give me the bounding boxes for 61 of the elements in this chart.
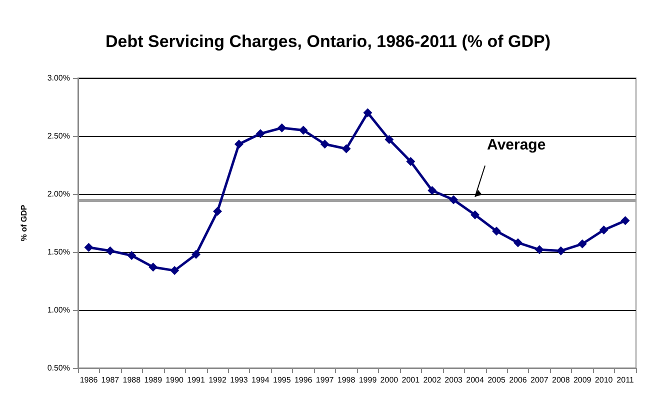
chart-title: Debt Servicing Charges, Ontario, 1986-2011 (% of GDP) [106,32,550,51]
point [449,195,458,204]
point [534,245,544,254]
x-tick-label: 2002 [423,376,442,384]
point [192,250,201,259]
point [148,262,158,272]
point [470,210,480,220]
point [384,134,394,144]
y-tick-label: 1.50% [47,248,70,256]
x-tick-label: 2009 [573,376,592,384]
x-tick-label: 2005 [488,376,506,384]
x-tick-label: 2006 [509,376,528,384]
point [513,238,522,248]
point [127,250,136,260]
x-tick-label: 2011 [616,376,634,384]
point [234,140,244,149]
x-tick-label: 1990 [166,376,184,384]
x-tick-label: 1987 [101,376,120,384]
x-tick-label: 1992 [208,376,227,384]
point [256,129,265,138]
point [170,266,180,276]
point [320,140,330,149]
x-tick-label: 1999 [358,376,378,384]
point [428,186,437,196]
point [578,239,587,248]
y-tick-label: 2.50% [47,132,70,140]
y-tick-label: 1.00% [47,306,70,314]
y-tick-label: 2.00% [47,190,70,198]
x-tick-label: 1989 [144,376,163,384]
point [298,126,308,135]
x-tick-label: 1997 [316,376,334,384]
x-tick-label: 2010 [594,376,614,384]
point [492,226,501,236]
point [363,108,372,118]
y-tick-label: 0.50% [47,364,70,372]
ref-line-label: Average [487,136,546,154]
point [556,246,566,256]
y-axis-title: % of GDP [20,204,28,242]
x-tick-label: 2004 [466,376,484,384]
x-tick-label: 1993 [230,376,248,384]
x-tick-label: 2008 [552,376,570,384]
x-tick-label: 2007 [530,376,549,384]
x-tick-label: 2000 [380,376,399,384]
x-tick-label: 1988 [122,376,142,384]
x-tick-label: 1994 [252,376,270,384]
point [406,157,416,166]
point [620,216,630,226]
point [599,225,608,234]
x-tick-label: 1986 [80,376,98,384]
y-tick-label: 3.00% [47,74,70,82]
x-tick-label: 2001 [402,376,420,384]
point [342,144,351,154]
point [213,206,222,216]
x-tick-label: 1991 [187,376,206,384]
x-tick-label: 1995 [272,376,292,384]
point [84,242,94,252]
x-tick-label: 1998 [337,376,356,384]
x-tick-label: 1996 [294,376,313,384]
point [106,246,115,256]
point [277,123,286,132]
x-tick-label: 2003 [444,376,464,384]
